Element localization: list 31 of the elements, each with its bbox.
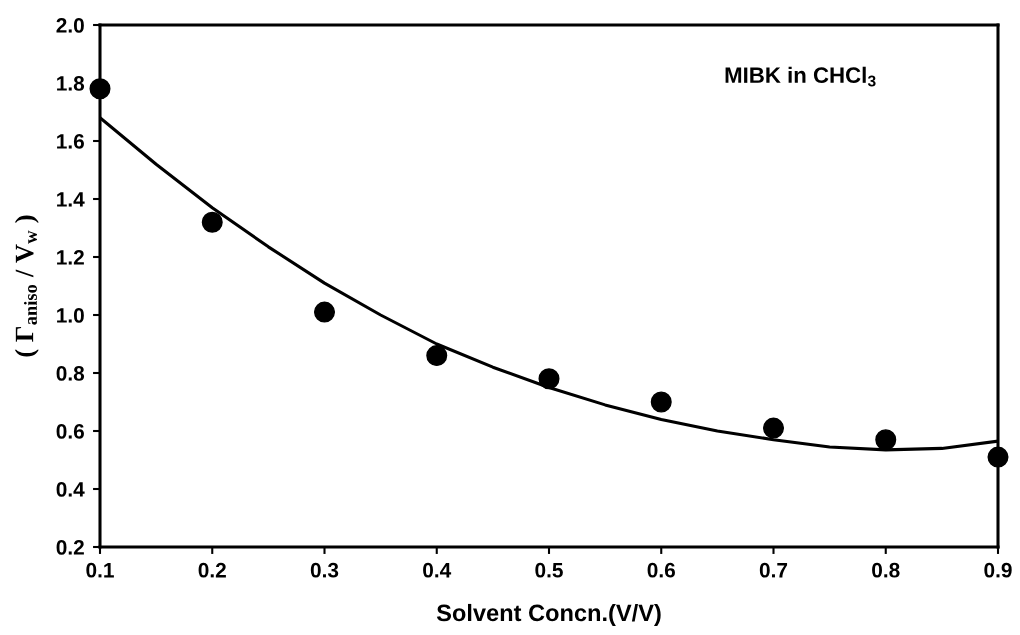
x-tick-label: 0.3 — [310, 562, 339, 578]
point — [538, 368, 560, 390]
x-tick-label: 0.9 — [984, 562, 1012, 578]
y-tick-label: 0.6 — [56, 424, 84, 439]
y-tick-label: 1.0 — [57, 308, 84, 323]
y-tick-label: 2.0 — [56, 18, 84, 33]
point — [650, 391, 672, 413]
y-tick-label: 1.4 — [57, 192, 85, 207]
point — [89, 78, 111, 100]
y-tick-label: 0.4 — [56, 482, 85, 497]
x-tick-label: 0.7 — [759, 562, 788, 578]
y-tick-label: 0.8 — [56, 366, 85, 381]
point — [875, 429, 897, 451]
point — [987, 446, 1009, 468]
x-axis-title: Solvent Concn.(V/V) — [436, 603, 661, 626]
x-tick-label: 0.2 — [198, 562, 226, 578]
point — [426, 345, 448, 367]
x-tick-label: 0.8 — [872, 562, 900, 578]
y-tick-label: 0.2 — [56, 540, 84, 555]
point — [201, 211, 223, 233]
annotation: MIBK in CHCl$_{3}$ — [725, 66, 876, 87]
x-tick-label: 0.6 — [647, 562, 675, 578]
x-tick-label: 0.4 — [423, 562, 452, 578]
y-tick-label: 1.8 — [57, 76, 85, 91]
y-axis-title: ( Γ$_{aniso}$ / V$_{w}$ ) — [14, 215, 39, 357]
y-tick-label: 1.6 — [57, 134, 84, 149]
x-tick-label: 0.5 — [535, 562, 563, 578]
x-tick-label: 0.1 — [86, 562, 114, 578]
point — [313, 301, 336, 323]
point — [762, 417, 785, 439]
y-tick-label: 1.2 — [57, 250, 84, 265]
